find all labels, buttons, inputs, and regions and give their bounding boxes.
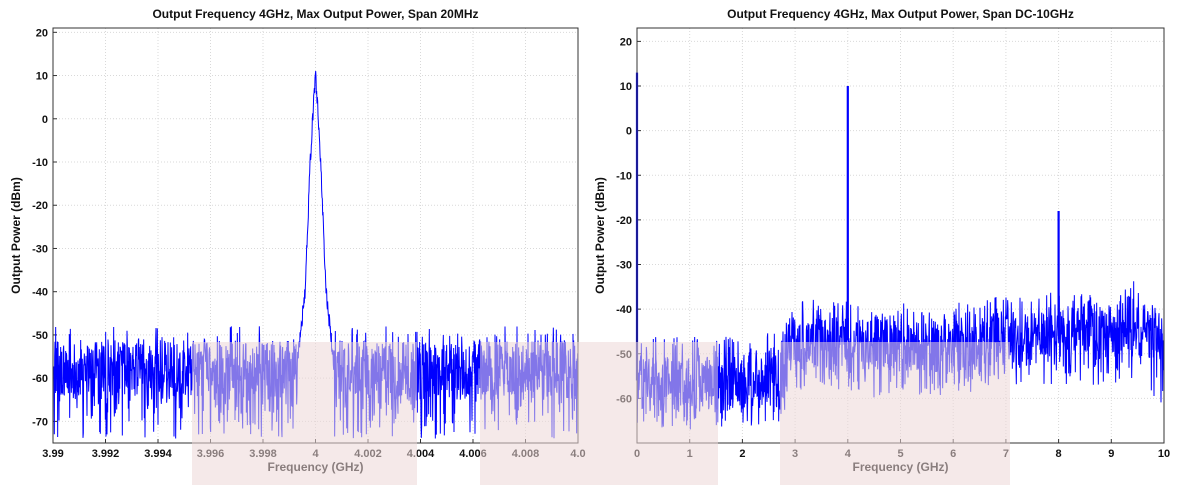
- x-tick-label: 8: [1056, 448, 1062, 460]
- x-tick-label: 10: [1158, 448, 1170, 460]
- x-tick-label: 3.994: [144, 448, 172, 460]
- chart-left: Output Frequency 4GHz, Max Output Power,…: [9, 7, 590, 485]
- overlay-shade: [590, 342, 718, 485]
- x-tick-label: 3.992: [92, 448, 120, 460]
- x-tick-label: 4.006: [459, 448, 487, 460]
- y-tick-label: -40: [32, 287, 48, 299]
- y-tick-label: -50: [32, 330, 48, 342]
- y-tick-label: -70: [32, 416, 48, 428]
- y-tick-label: 10: [36, 71, 48, 83]
- y-axis-label: Output Power (dBm): [9, 177, 23, 294]
- chart-right: Output Frequency 4GHz, Max Output Power,…: [590, 0, 1177, 485]
- y-tick-label: -10: [616, 170, 632, 182]
- chart-title: Output Frequency 4GHz, Max Output Power,…: [152, 7, 478, 21]
- y-tick-label: 0: [42, 114, 48, 126]
- y-tick-label: -20: [616, 215, 632, 227]
- overlay-shade: [192, 342, 417, 485]
- chart-left-svg: Output Frequency 4GHz, Max Output Power,…: [9, 7, 590, 485]
- y-tick-label: 0: [626, 126, 632, 138]
- y-tick-label: -30: [32, 243, 48, 255]
- y-tick-label: -30: [616, 260, 632, 272]
- y-tick-label: -60: [32, 373, 48, 385]
- trace-line: [636, 281, 1165, 430]
- y-tick-label: -40: [616, 304, 632, 316]
- x-tick-label: 2: [739, 448, 745, 460]
- y-tick-label: -10: [32, 157, 48, 169]
- overlay-shade: [780, 342, 1010, 485]
- chart-right-svg: Output Frequency 4GHz, Max Output Power,…: [590, 7, 1170, 485]
- y-tick-label: -20: [32, 200, 48, 212]
- y-tick-label: 20: [620, 36, 632, 48]
- y-tick-label: 20: [36, 27, 48, 39]
- y-tick-label: 10: [620, 81, 632, 93]
- y-axis-label: Output Power (dBm): [593, 177, 607, 294]
- x-tick-label: 9: [1108, 448, 1114, 460]
- chart-title: Output Frequency 4GHz, Max Output Power,…: [727, 7, 1074, 21]
- x-tick-label: 3.99: [42, 448, 63, 460]
- overlay-shade: [480, 342, 590, 485]
